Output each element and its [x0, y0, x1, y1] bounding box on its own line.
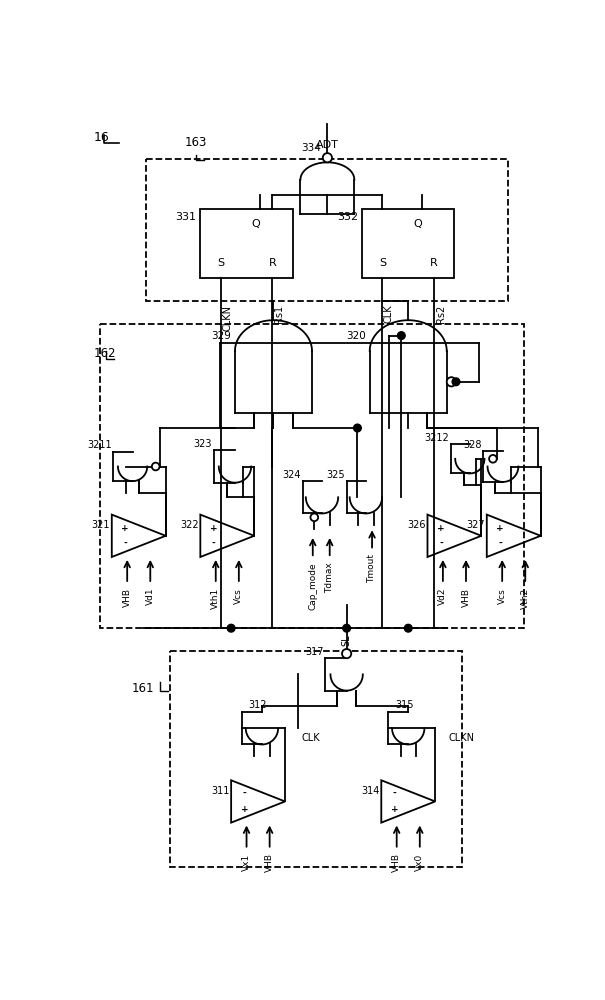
Text: 314: 314	[361, 786, 380, 796]
Text: 323: 323	[194, 439, 212, 449]
Text: ADT: ADT	[316, 140, 339, 150]
Text: 325: 325	[327, 470, 345, 480]
Text: 311: 311	[211, 786, 229, 796]
Text: VHB: VHB	[265, 853, 274, 872]
Text: SL: SL	[342, 634, 352, 646]
Text: R: R	[269, 258, 276, 268]
Text: CLK: CLK	[302, 733, 321, 743]
Text: Vth1: Vth1	[211, 588, 220, 609]
Text: Q: Q	[413, 219, 422, 229]
Text: CLKN: CLKN	[222, 305, 232, 331]
Text: -: -	[499, 539, 502, 548]
Text: +: +	[122, 524, 129, 533]
Text: Q: Q	[252, 219, 260, 229]
Text: -: -	[123, 539, 127, 548]
Text: Vcs: Vcs	[498, 588, 506, 604]
Text: 320: 320	[346, 331, 366, 341]
Text: CLK: CLK	[384, 305, 394, 323]
Text: 326: 326	[407, 520, 426, 530]
Text: Cap_mode: Cap_mode	[309, 562, 317, 610]
Text: 322: 322	[180, 520, 199, 530]
Text: Rs2: Rs2	[436, 305, 446, 323]
Text: Vx0: Vx0	[415, 853, 424, 871]
Text: 317: 317	[306, 647, 324, 657]
Circle shape	[353, 424, 361, 432]
Text: CLKN: CLKN	[448, 733, 474, 743]
Text: Vcs: Vcs	[234, 588, 243, 604]
Text: 16: 16	[94, 131, 110, 144]
Circle shape	[404, 624, 412, 632]
Bar	[200, 209, 293, 278]
Circle shape	[227, 624, 235, 632]
Text: -: -	[439, 539, 443, 548]
Text: +: +	[210, 524, 218, 533]
Text: 332: 332	[337, 212, 358, 222]
Text: 321: 321	[92, 520, 110, 530]
Text: Tdmax: Tdmax	[325, 562, 334, 593]
Text: S: S	[379, 258, 386, 268]
Text: Vth2: Vth2	[521, 588, 530, 609]
Text: 3211: 3211	[87, 440, 112, 450]
Text: R: R	[430, 258, 438, 268]
Text: 163: 163	[185, 136, 208, 149]
Text: 331: 331	[175, 212, 197, 222]
Text: 329: 329	[211, 331, 231, 341]
Text: -: -	[212, 539, 216, 548]
Circle shape	[310, 513, 318, 521]
Circle shape	[342, 649, 352, 658]
Text: 315: 315	[395, 700, 413, 710]
Text: 328: 328	[463, 440, 482, 450]
Text: VHB: VHB	[392, 853, 401, 872]
Circle shape	[343, 624, 350, 632]
Text: VHB: VHB	[462, 588, 471, 607]
Text: +: +	[391, 805, 399, 814]
Text: Vd2: Vd2	[439, 588, 447, 605]
Text: 161: 161	[132, 682, 154, 695]
Circle shape	[152, 463, 160, 470]
Text: 334: 334	[301, 143, 321, 153]
Text: Tmout: Tmout	[368, 554, 376, 583]
Circle shape	[397, 332, 405, 339]
Text: 324: 324	[283, 470, 301, 480]
Text: +: +	[437, 524, 445, 533]
Circle shape	[323, 153, 332, 162]
Text: Vx1: Vx1	[242, 853, 251, 871]
Text: +: +	[497, 524, 504, 533]
Text: VHB: VHB	[123, 588, 132, 607]
Text: 312: 312	[249, 700, 267, 710]
Circle shape	[489, 455, 497, 463]
Bar	[362, 209, 454, 278]
Text: S: S	[217, 258, 224, 268]
Text: 3212: 3212	[424, 433, 449, 443]
Circle shape	[446, 377, 456, 386]
Text: Rs1: Rs1	[274, 305, 284, 323]
Circle shape	[452, 378, 460, 386]
Text: -: -	[243, 789, 246, 798]
Text: 162: 162	[94, 347, 117, 360]
Text: +: +	[241, 805, 249, 814]
Text: 327: 327	[466, 520, 485, 530]
Text: Vd1: Vd1	[146, 588, 155, 605]
Text: -: -	[393, 789, 397, 798]
